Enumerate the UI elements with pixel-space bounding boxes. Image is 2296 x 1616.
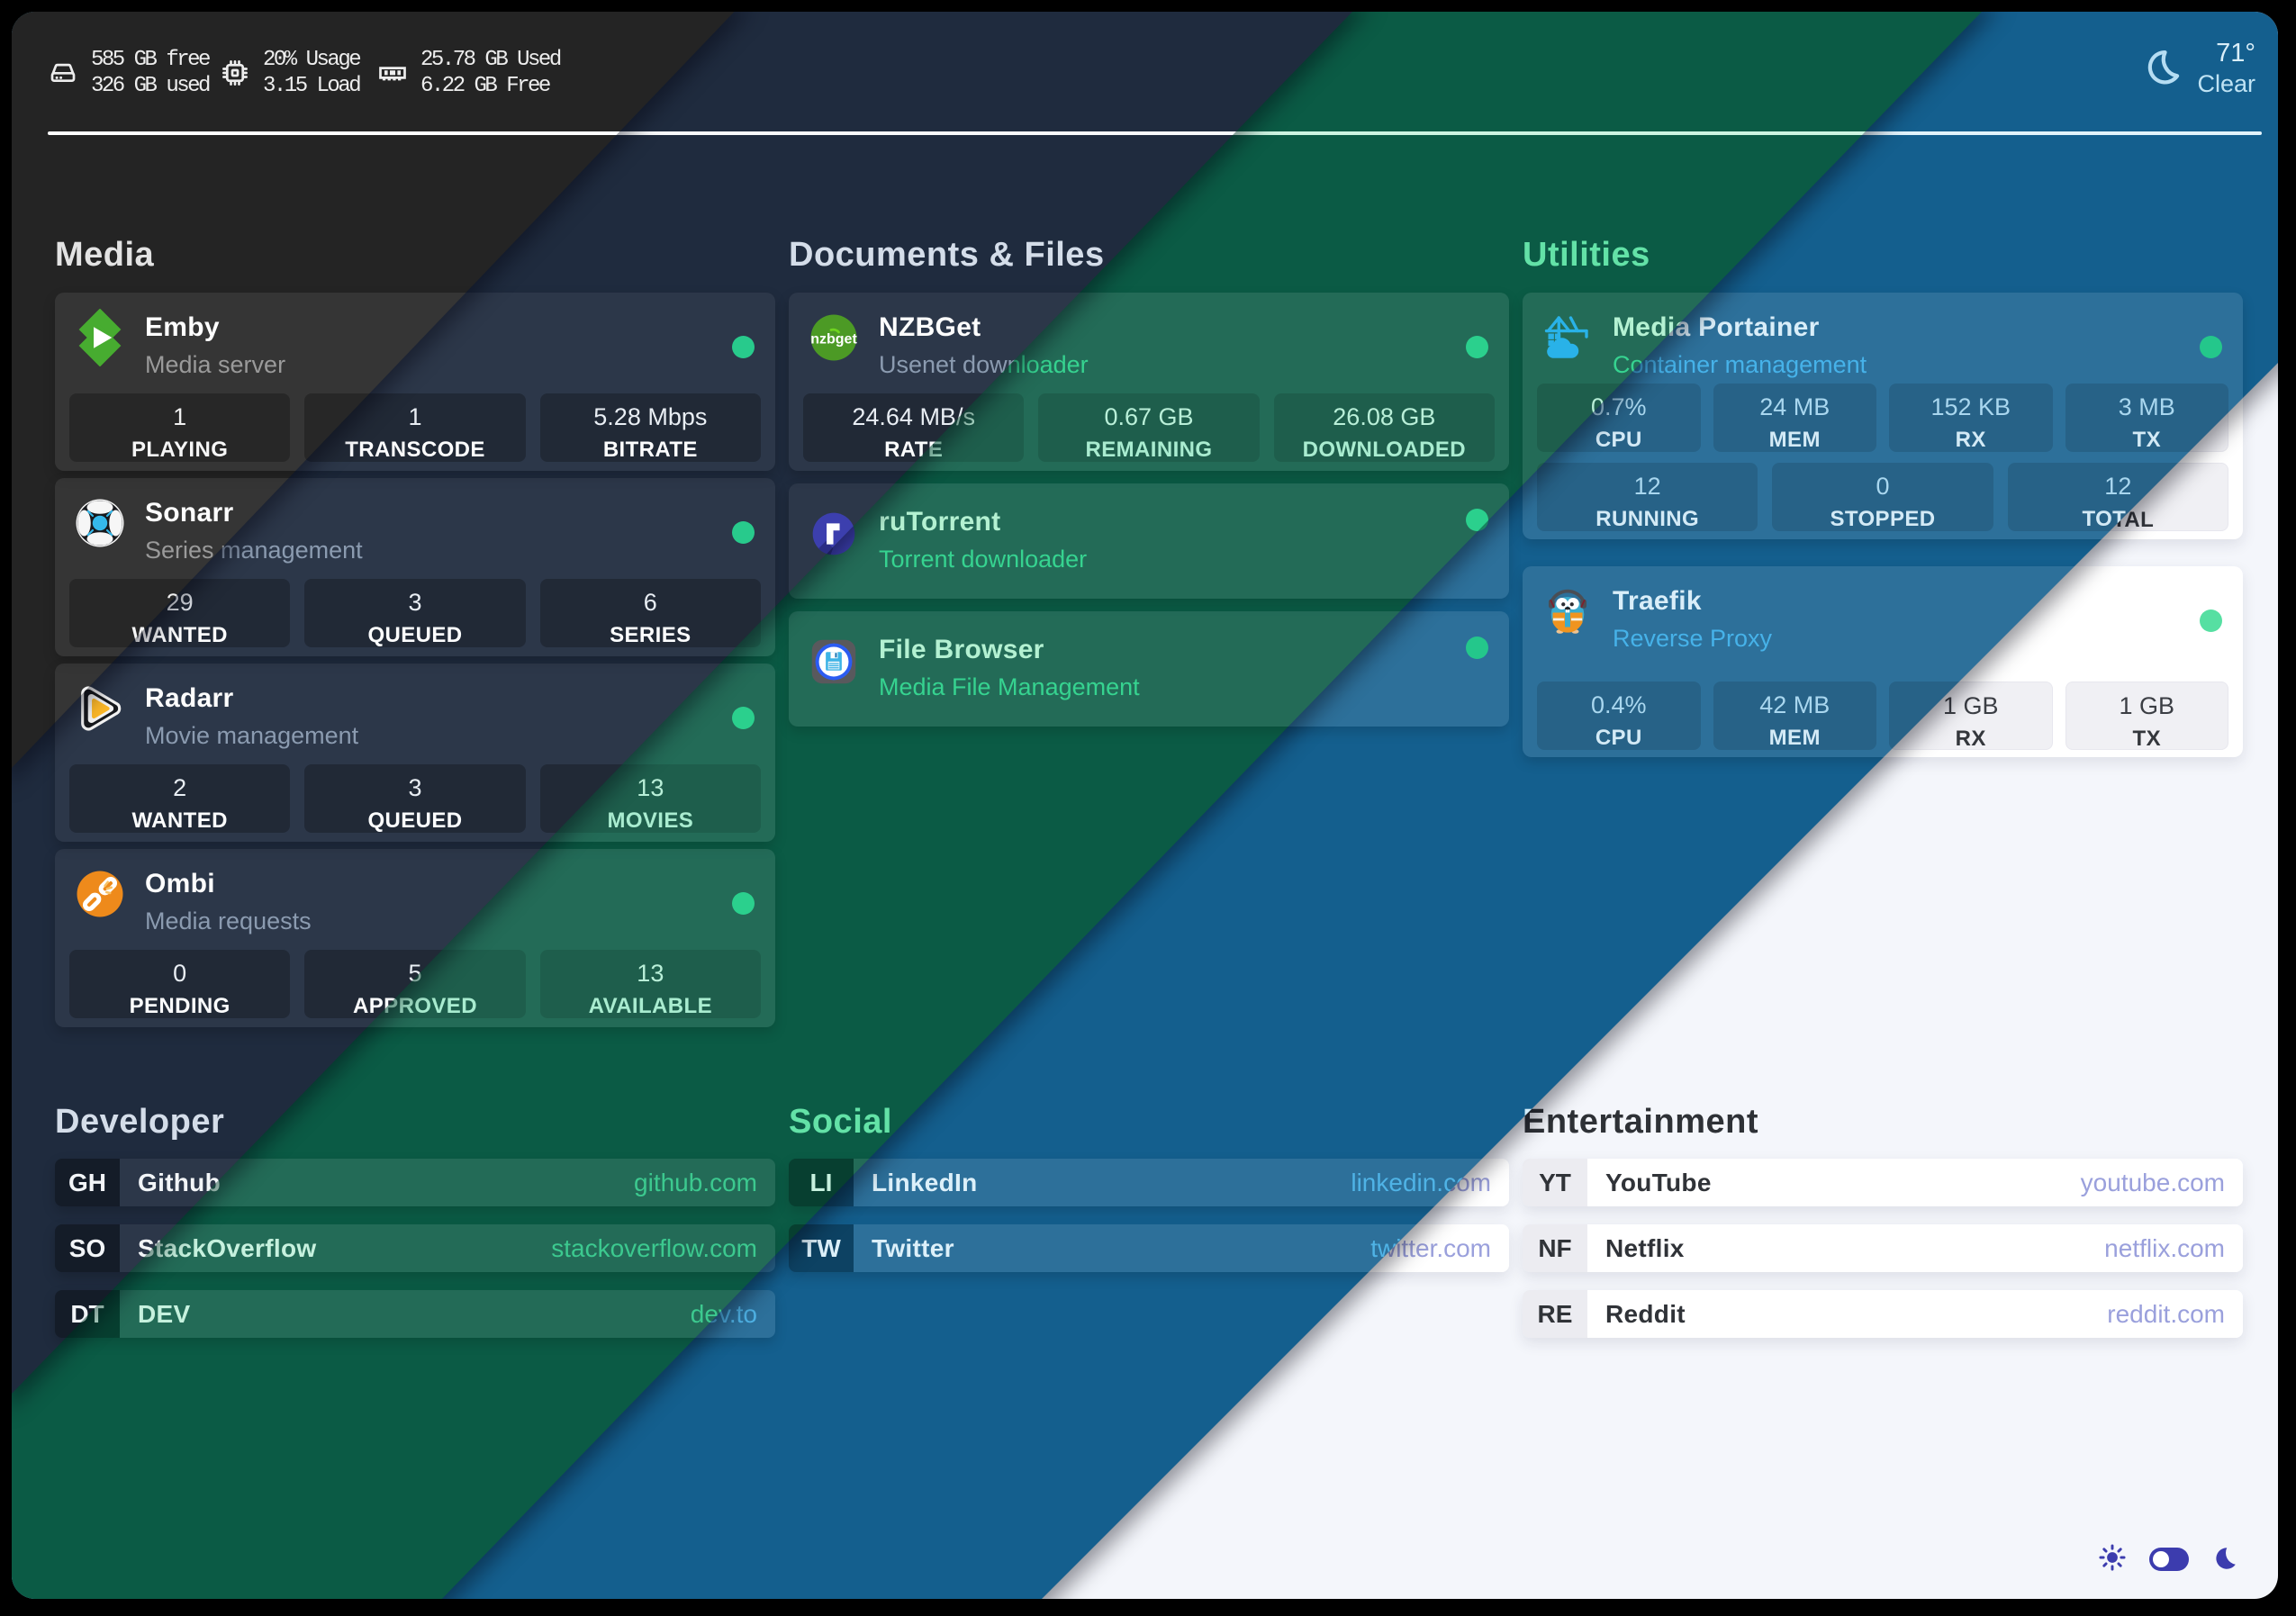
svg-text:nzbget: nzbget	[810, 332, 857, 348]
svg-text:nzbget: nzbget	[810, 332, 857, 348]
